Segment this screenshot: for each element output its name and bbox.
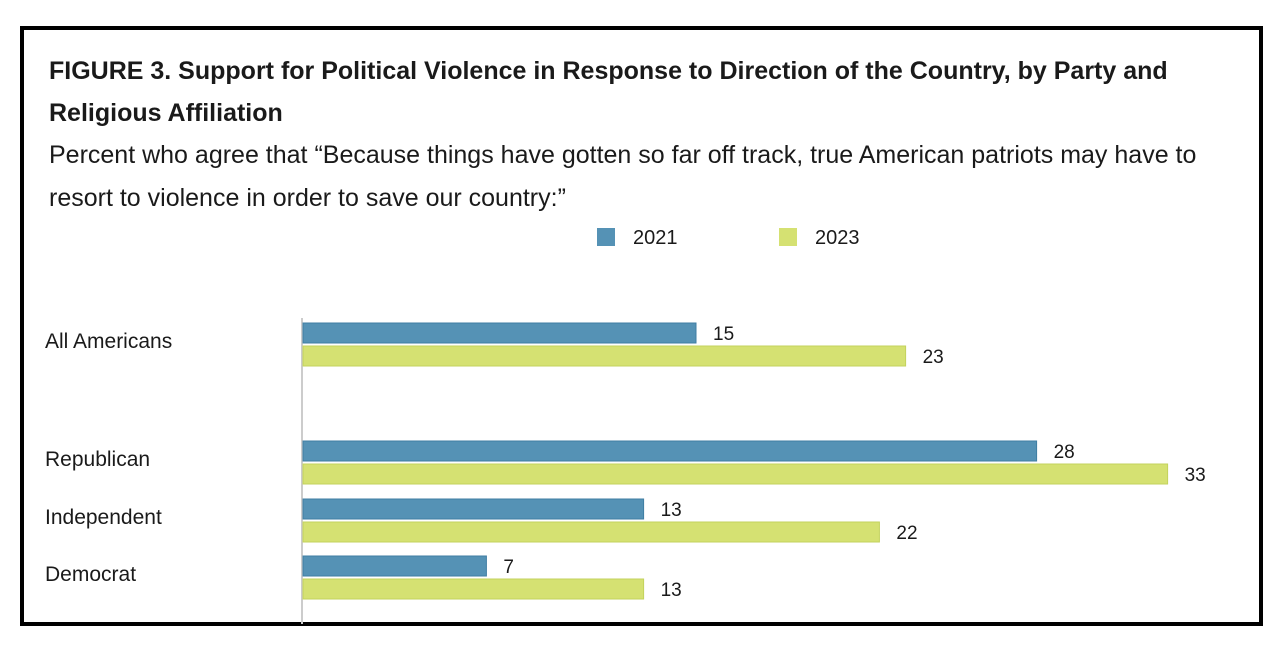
bar-democrat-2023: [302, 578, 645, 600]
category-label-republican: Republican: [45, 448, 150, 471]
value-label-democrat-2021: 7: [503, 557, 514, 578]
bar-republican-2023: [302, 463, 1169, 485]
value-label-republican-2023: 33: [1185, 465, 1206, 486]
legend-swatch-2023: [779, 228, 797, 246]
bar-republican-2021: [302, 440, 1038, 462]
value-label-all-americans-2023: 23: [923, 347, 944, 368]
category-label-all-americans: All Americans: [45, 330, 172, 353]
bar-independent-2023: [302, 521, 880, 543]
bar-all-americans-2021: [302, 322, 697, 344]
legend-item-2021: 2021: [597, 227, 678, 249]
bar-all-americans-2023: [302, 345, 907, 367]
bar-democrat-2021: [302, 555, 487, 577]
category-label-independent: Independent: [45, 506, 162, 529]
legend-item-2023: 2023: [779, 227, 860, 249]
value-label-republican-2021: 28: [1054, 442, 1075, 463]
category-label-democrat: Democrat: [45, 563, 136, 586]
legend-swatch-2021: [597, 228, 615, 246]
value-label-all-americans-2021: 15: [713, 324, 734, 345]
legend-label-2023: 2023: [815, 227, 860, 249]
value-label-independent-2023: 22: [896, 523, 917, 544]
bar-independent-2021: [302, 498, 645, 520]
legend-label-2021: 2021: [633, 227, 678, 249]
value-label-independent-2021: 13: [661, 500, 682, 521]
figure-title: FIGURE 3. Support for Political Violence…: [49, 57, 1168, 127]
figure-subtitle: Percent who agree that “Because things h…: [49, 141, 1197, 212]
value-label-democrat-2023: 13: [661, 580, 682, 601]
